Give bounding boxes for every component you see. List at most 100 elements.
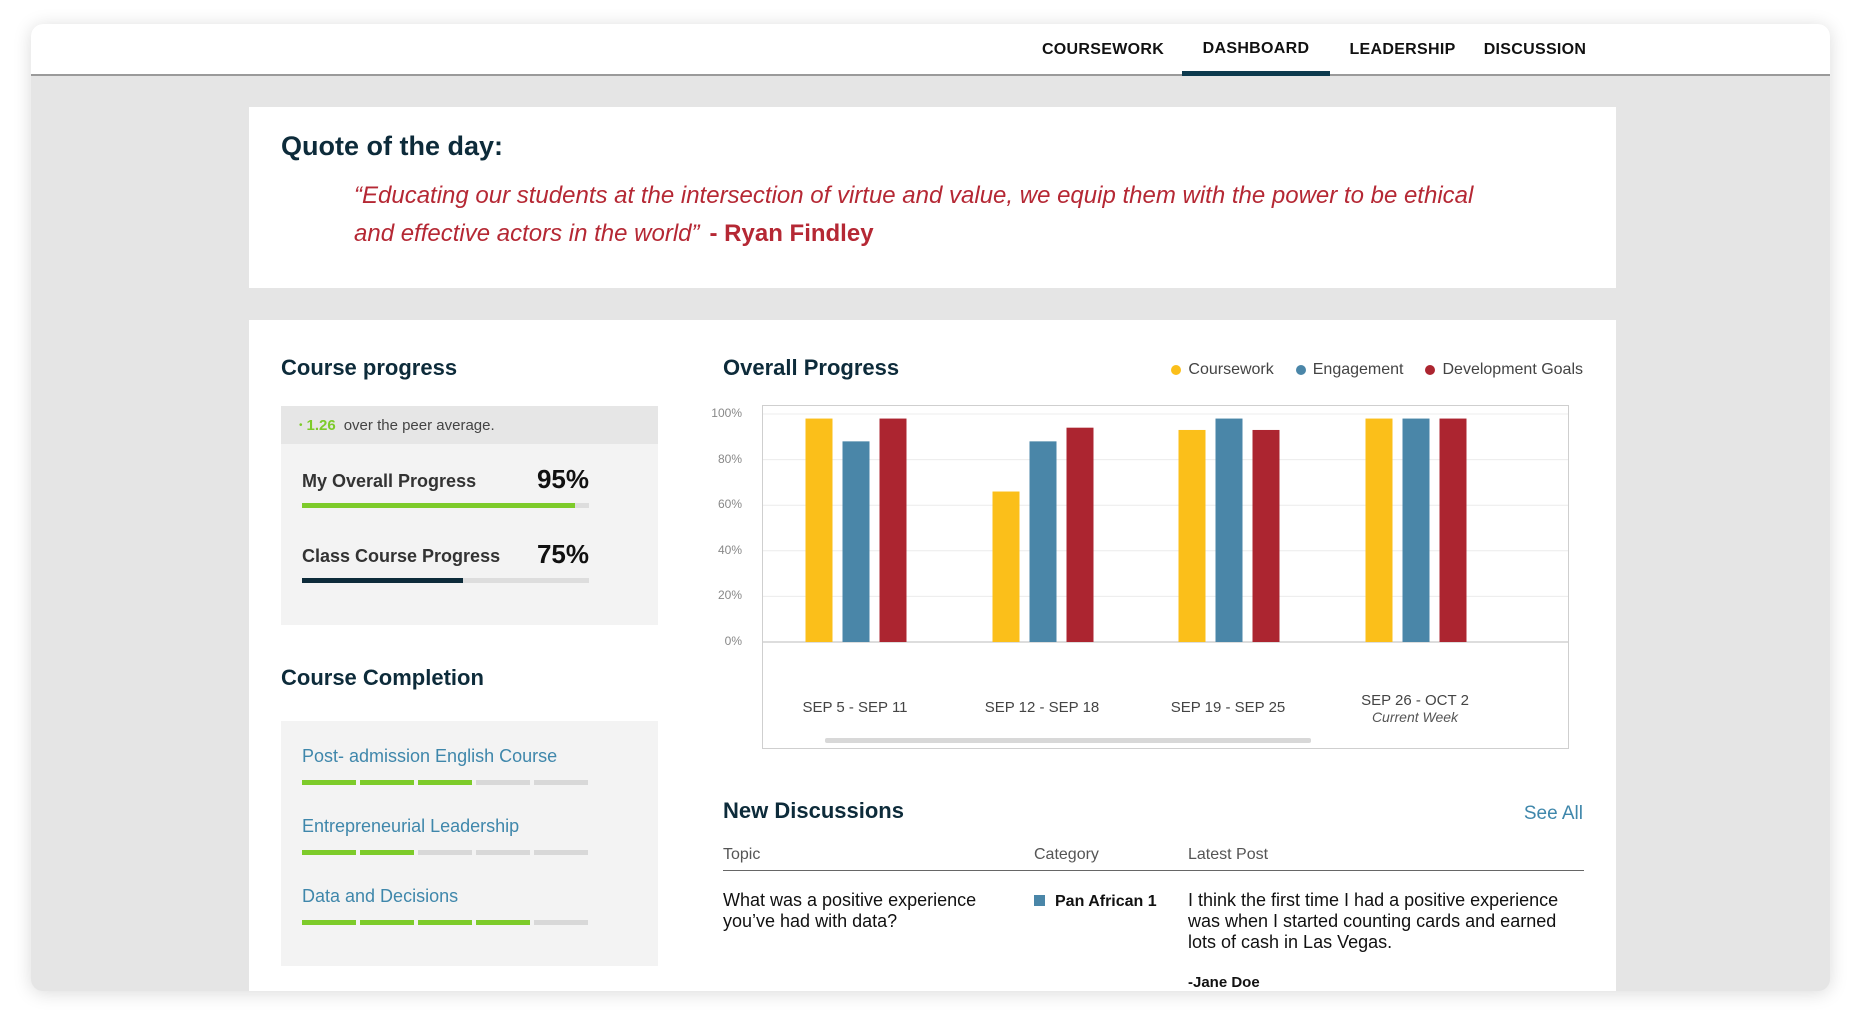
y-tick-label: 100% — [711, 406, 742, 420]
my-overall-progress: My Overall Progress 95% — [302, 464, 589, 514]
course-completion-segments — [302, 850, 588, 855]
see-all-link[interactable]: See All — [1523, 803, 1583, 824]
completion-segment — [418, 850, 472, 855]
bar-development-goals — [1252, 429, 1280, 642]
discussion-post-author: -Jane Doe — [1188, 974, 1260, 991]
chart-legend: Coursework Engagement Development Goals — [1171, 361, 1583, 379]
bar-development-goals — [879, 418, 907, 642]
bar-development-goals — [1439, 418, 1467, 642]
table-header-divider — [723, 870, 1584, 871]
y-tick-label: 60% — [717, 497, 742, 512]
quote-body: “Educating our students at the intersect… — [354, 182, 1474, 247]
bar-development-goals — [1066, 427, 1094, 642]
y-tick-label: 40% — [717, 542, 742, 557]
completion-segment — [360, 850, 414, 855]
chart-plot — [763, 413, 1568, 643]
quote-card: Quote of the day: “Educating our student… — [249, 107, 1616, 288]
course-completion-panel: Post- admission English Course Entrepren… — [281, 721, 658, 966]
progress-label: My Overall Progress — [302, 471, 477, 491]
course-link[interactable]: Post- admission English Course — [302, 746, 558, 766]
peer-average-banner: • 1.26 over the peer average. — [281, 406, 658, 444]
completion-segment — [302, 780, 356, 785]
tab-dashboard[interactable]: DASHBOARD — [1182, 24, 1330, 76]
x-tick-text: SEP 12 - SEP 18 — [984, 699, 1100, 716]
x-tick-label: SEP 19 - SEP 25 — [1148, 699, 1308, 716]
legend-item: Development Goals — [1425, 361, 1583, 379]
bar-engagement — [842, 441, 870, 642]
peer-average-text: over the peer average. — [343, 416, 495, 434]
legend-label: Development Goals — [1442, 361, 1583, 378]
x-tick-label: SEP 12 - SEP 18 — [962, 699, 1122, 716]
progress-label: Class Course Progress — [302, 546, 501, 566]
discussion-latest-post: I think the first time I had a positive … — [1188, 890, 1559, 952]
bar-engagement — [1402, 418, 1430, 642]
tab-coursework[interactable]: COURSEWORK — [1041, 41, 1165, 58]
category-color-icon — [1034, 895, 1045, 906]
legend-label: Engagement — [1312, 361, 1404, 378]
x-tick-text: SEP 5 - SEP 11 — [802, 699, 908, 716]
completion-segment — [302, 920, 356, 925]
x-tick-label: SEP 5 - SEP 11 — [775, 699, 935, 716]
course-item[interactable]: Post- admission English Course — [302, 746, 592, 785]
course-item[interactable]: Entrepreneurial Leadership — [302, 816, 592, 855]
bar-engagement — [1029, 441, 1057, 642]
class-course-progress: Class Course Progress 75% — [302, 539, 589, 589]
completion-segment — [302, 850, 356, 855]
course-item[interactable]: Data and Decisions — [302, 886, 592, 925]
y-tick-label: 80% — [717, 451, 742, 466]
completion-segment — [418, 920, 472, 925]
chart-horizontal-scrollbar[interactable] — [825, 738, 1311, 743]
x-tick-text: SEP 26 - OCT 2 — [1361, 692, 1469, 709]
progress-value: 75% — [536, 539, 589, 569]
quote-title: Quote of the day: — [281, 131, 503, 161]
completion-segment — [534, 920, 588, 925]
progress-track — [302, 503, 589, 508]
bar-engagement — [1215, 418, 1243, 642]
progress-value: 95% — [536, 464, 589, 494]
legend-dot-icon — [1295, 365, 1306, 375]
discussion-category: Pan African 1 — [1034, 890, 1184, 912]
x-tick-text: SEP 19 - SEP 25 — [1170, 699, 1286, 716]
completion-segment — [360, 780, 414, 785]
y-tick-label: 20% — [717, 588, 742, 603]
course-completion-title: Course Completion — [281, 665, 484, 690]
tab-discussion[interactable]: DISCUSSION — [1483, 41, 1587, 58]
legend-item: Coursework — [1171, 361, 1274, 379]
x-tick-label: SEP 26 - OCT 2 Current Week — [1335, 692, 1495, 725]
course-progress-panel: • 1.26 over the peer average. My Overall… — [281, 406, 658, 625]
quote-text: “Educating our students at the intersect… — [354, 177, 1504, 253]
y-tick-label: 0% — [724, 634, 742, 648]
legend-item: Engagement — [1295, 361, 1404, 379]
overall-progress-title: Overall Progress — [723, 355, 900, 380]
tab-leadership[interactable]: LEADERSHIP — [1349, 41, 1456, 58]
legend-dot-icon — [1171, 365, 1182, 375]
quote-author: - Ryan Findley — [709, 220, 874, 247]
course-link[interactable]: Data and Decisions — [302, 886, 459, 906]
progress-fill — [302, 503, 575, 508]
app-window: COURSEWORK DASHBOARD LEADERSHIP DISCUSSI… — [31, 24, 1830, 991]
completion-segment — [534, 850, 588, 855]
course-completion-segments — [302, 780, 588, 785]
completion-segment — [360, 920, 414, 925]
peer-average-value: 1.26 — [306, 416, 336, 434]
dashboard-card: Course progress • 1.26 over the peer ave… — [249, 320, 1616, 991]
bar-coursework — [992, 491, 1020, 642]
legend-label: Coursework — [1188, 361, 1274, 378]
completion-segment — [418, 780, 472, 785]
course-completion-segments — [302, 920, 588, 925]
chart-frame — [762, 405, 1569, 749]
overall-progress-chart: 100% 80% 60% 40% 20% 0% SEP 5 - SEP 11 SEP 12 -… — [704, 405, 1584, 749]
x-tick-subtitle: Current Week — [1371, 709, 1459, 725]
completion-segment — [534, 780, 588, 785]
course-link[interactable]: Entrepreneurial Leadership — [302, 816, 520, 836]
course-progress-title: Course progress — [281, 355, 458, 380]
new-discussions-title: New Discussions — [723, 798, 904, 823]
progress-fill — [302, 578, 463, 583]
bar-coursework — [1178, 429, 1206, 642]
progress-track — [302, 578, 589, 583]
discussion-topic-link[interactable]: What was a positive experience you’ve ha… — [723, 890, 977, 931]
bar-coursework — [1365, 418, 1393, 642]
bar-coursework — [805, 418, 833, 642]
completion-segment — [476, 780, 530, 785]
up-indicator-icon: • — [299, 419, 303, 431]
